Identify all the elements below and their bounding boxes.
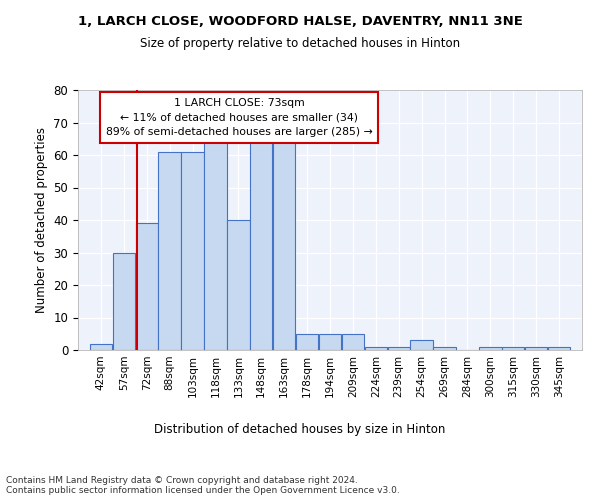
Text: Contains HM Land Registry data © Crown copyright and database right 2024.
Contai: Contains HM Land Registry data © Crown c…	[6, 476, 400, 495]
Bar	[113, 252, 135, 350]
Bar	[502, 347, 524, 350]
Text: 1 LARCH CLOSE: 73sqm
← 11% of detached houses are smaller (34)
89% of semi-detac: 1 LARCH CLOSE: 73sqm ← 11% of detached h…	[106, 98, 373, 138]
Bar	[204, 138, 227, 350]
Bar	[136, 223, 158, 350]
Bar	[388, 347, 410, 350]
Bar	[250, 136, 272, 350]
Text: 1, LARCH CLOSE, WOODFORD HALSE, DAVENTRY, NN11 3NE: 1, LARCH CLOSE, WOODFORD HALSE, DAVENTRY…	[77, 15, 523, 28]
Bar	[525, 347, 547, 350]
Bar	[365, 347, 387, 350]
Bar	[433, 347, 456, 350]
Bar	[227, 220, 250, 350]
Y-axis label: Number of detached properties: Number of detached properties	[35, 127, 48, 313]
Bar	[479, 347, 502, 350]
Bar	[181, 152, 204, 350]
Bar	[273, 136, 295, 350]
Text: Distribution of detached houses by size in Hinton: Distribution of detached houses by size …	[154, 422, 446, 436]
Bar	[296, 334, 319, 350]
Bar	[548, 347, 571, 350]
Bar	[410, 340, 433, 350]
Text: Size of property relative to detached houses in Hinton: Size of property relative to detached ho…	[140, 38, 460, 51]
Bar	[158, 152, 181, 350]
Bar	[89, 344, 112, 350]
Bar	[341, 334, 364, 350]
Bar	[319, 334, 341, 350]
